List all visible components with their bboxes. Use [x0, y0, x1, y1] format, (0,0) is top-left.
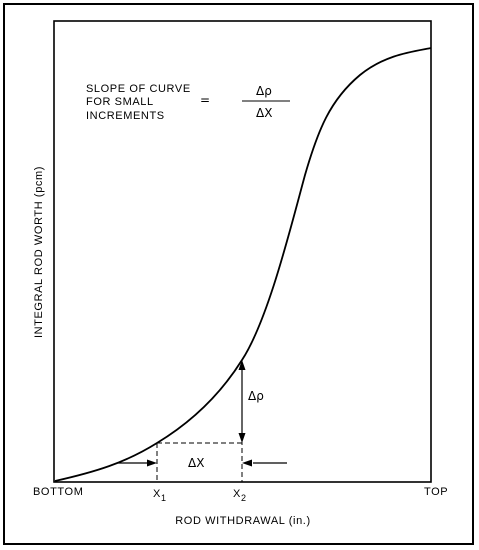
fraction-denominator: ΔX [256, 106, 272, 120]
figure-frame [3, 3, 474, 545]
x-axis-top-label: TOP [424, 486, 448, 498]
delta-rho-arrowhead-up [238, 360, 246, 370]
slope-text-line3: INCREMENTS [86, 110, 165, 122]
delta-x-label: ΔX [188, 456, 204, 470]
delta-rho-arrowhead-down [238, 433, 246, 443]
integral-worth-curve [54, 47, 432, 482]
delta-rho-label: Δρ [248, 389, 264, 403]
y-axis-title: INTEGRAL ROD WORTH (pcm) [33, 166, 45, 338]
x1-label: X1 [153, 488, 167, 503]
slope-text-line2: FOR SMALL [86, 96, 154, 108]
x-axis-bottom-label: BOTTOM [33, 486, 83, 498]
x1-pointer-arrowhead [147, 459, 157, 467]
x-axis-title: ROD WITHDRAWAL (in.) [175, 515, 310, 527]
x2-label: X2 [233, 488, 247, 503]
fraction-numerator: Δρ [256, 84, 272, 98]
equals-sign: = [200, 93, 210, 107]
x2-pointer-arrowhead [242, 459, 252, 467]
slope-text-line1: SLOPE OF CURVE [86, 83, 191, 95]
